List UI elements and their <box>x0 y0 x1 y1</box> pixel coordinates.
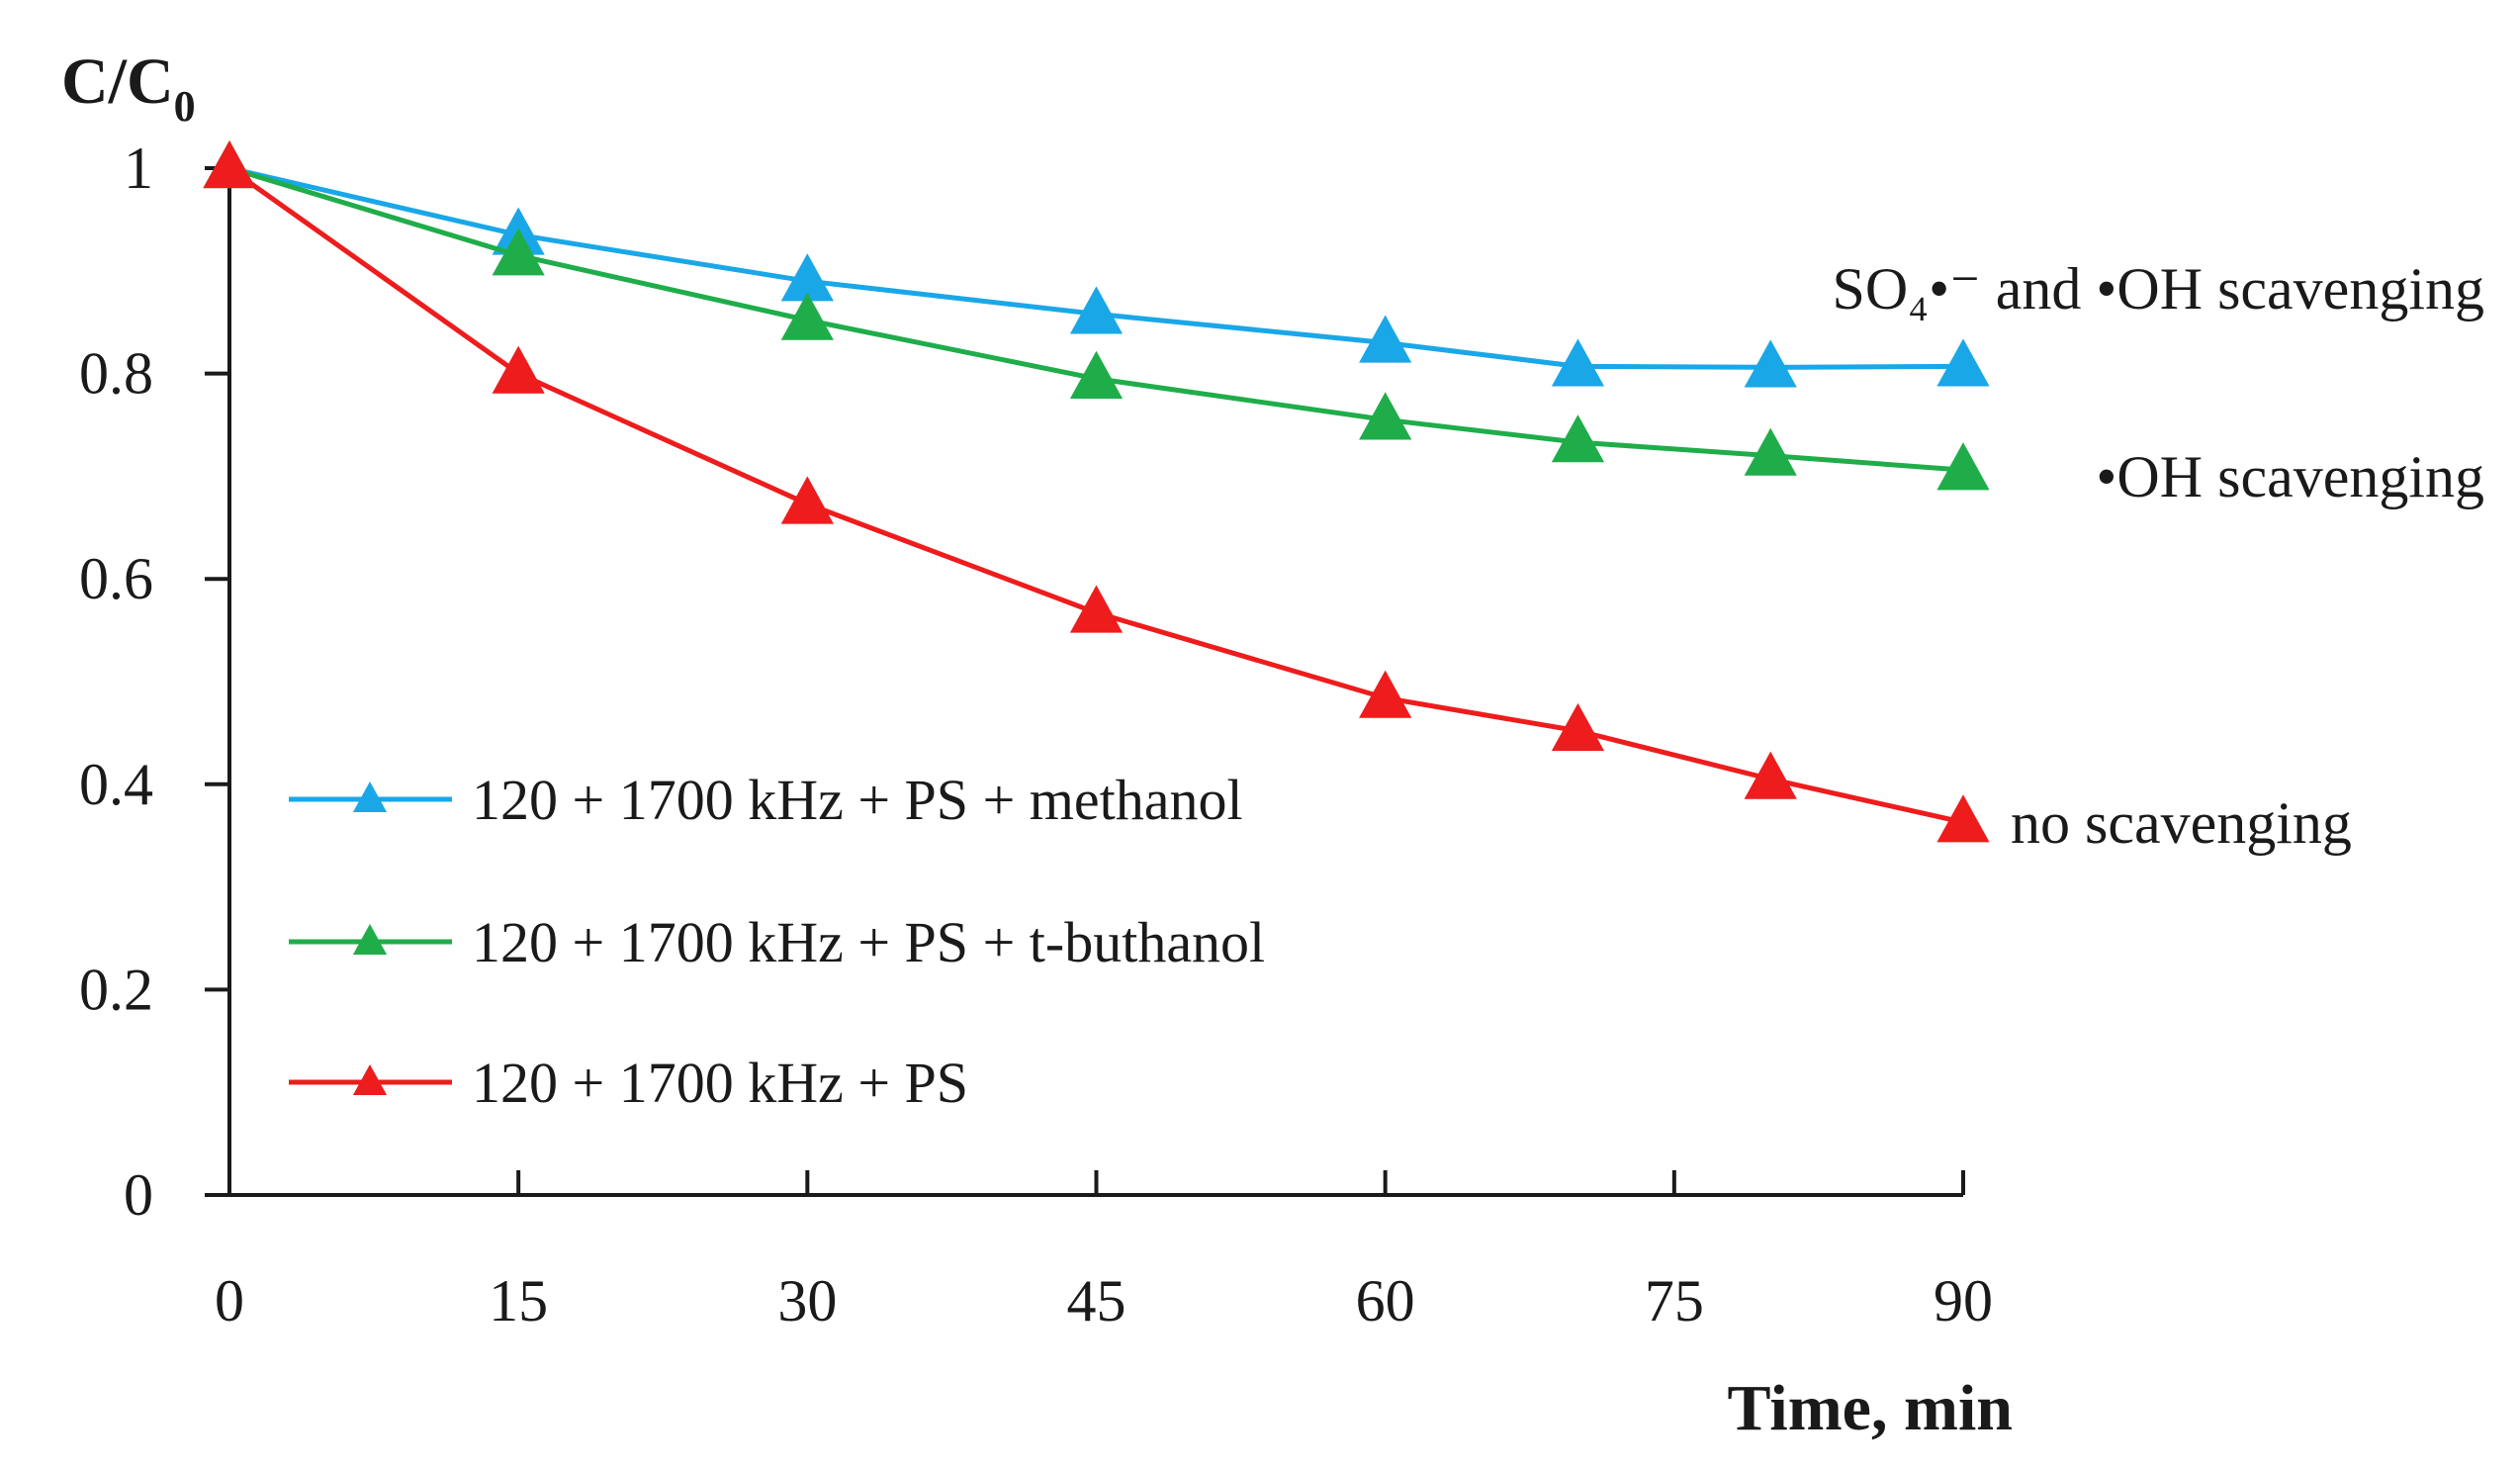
series-line <box>228 165 1964 370</box>
x-tick-label: 15 <box>489 1268 548 1333</box>
data-point-marker <box>1744 751 1797 799</box>
legend-label: 120 + 1700 kHz + PS + t-buthanol <box>472 910 1265 974</box>
x-tick-label: 60 <box>1356 1268 1415 1333</box>
annotation-layer: SO₄•⁻ and •OH scavenging •OH scavenging no… <box>1832 256 2484 856</box>
x-axis-ticks: 0 15 30 45 60 75 90 <box>215 1170 1993 1333</box>
data-point-marker <box>1069 350 1124 399</box>
series-1 <box>203 140 1990 388</box>
series-annotation: SO₄•⁻ and •OH scavenging <box>1832 256 2484 322</box>
data-point-marker <box>1936 338 1990 387</box>
legend: 120 + 1700 kHz + PS + methanol 120 + 1700… <box>289 768 1265 1115</box>
y-tick-label: 0.6 <box>79 546 153 611</box>
data-point-marker <box>492 345 545 394</box>
data-point-marker <box>1551 338 1605 387</box>
series-line <box>228 165 1964 473</box>
series-2 <box>203 140 1990 491</box>
y-tick-label: 1 <box>124 136 153 201</box>
legend-label: 120 + 1700 kHz + PS + methanol <box>472 768 1243 832</box>
legend-item: 120 + 1700 kHz + PS <box>289 1051 968 1115</box>
legend-marker <box>352 924 388 955</box>
data-point-marker <box>1936 442 1990 491</box>
y-axis-ticks: 0 0.2 0.4 0.6 0.8 1 <box>79 136 229 1228</box>
legend-marker <box>352 781 388 812</box>
data-point-marker <box>1551 702 1605 751</box>
data-point-marker <box>1069 286 1124 334</box>
x-tick-label: 90 <box>1934 1268 1993 1333</box>
data-point-marker <box>1359 392 1412 440</box>
data-point-marker <box>1069 585 1124 633</box>
y-tick-label: 0 <box>124 1162 153 1228</box>
data-point-marker <box>1359 315 1412 363</box>
series-3 <box>203 140 1990 843</box>
data-point-marker <box>1359 670 1412 718</box>
x-tick-label: 45 <box>1067 1268 1126 1333</box>
x-tick-label: 0 <box>215 1268 244 1333</box>
data-point-marker <box>203 140 256 189</box>
data-point-marker <box>780 292 834 340</box>
x-tick-label: 30 <box>777 1268 837 1333</box>
legend-item: 120 + 1700 kHz + PS + t-buthanol <box>289 910 1265 974</box>
data-point-marker <box>1551 414 1605 463</box>
y-tick-label: 0.8 <box>79 341 153 407</box>
series-annotation: •OH scavenging <box>2096 444 2484 509</box>
data-point-marker <box>780 476 834 524</box>
data-point-marker <box>1936 794 1990 843</box>
series-layer <box>203 140 1990 843</box>
data-point-marker <box>1744 427 1797 476</box>
data-point-marker <box>780 253 834 302</box>
y-axis-title-subscript: 0 <box>174 82 196 131</box>
legend-item: 120 + 1700 kHz + PS + methanol <box>289 768 1243 832</box>
y-tick-label: 0.4 <box>79 752 153 817</box>
legend-label: 120 + 1700 kHz + PS <box>472 1051 968 1115</box>
series-line <box>227 165 1964 825</box>
x-axis-title: Time, min <box>1728 1372 2013 1444</box>
data-point-marker <box>492 228 545 276</box>
legend-marker <box>352 1064 388 1095</box>
y-tick-label: 0.2 <box>79 957 153 1022</box>
x-tick-label: 75 <box>1645 1268 1704 1333</box>
y-axis-title: C/C0 <box>61 46 196 131</box>
series-annotation: no scavenging <box>2011 790 2352 856</box>
data-point-marker <box>1744 339 1797 388</box>
